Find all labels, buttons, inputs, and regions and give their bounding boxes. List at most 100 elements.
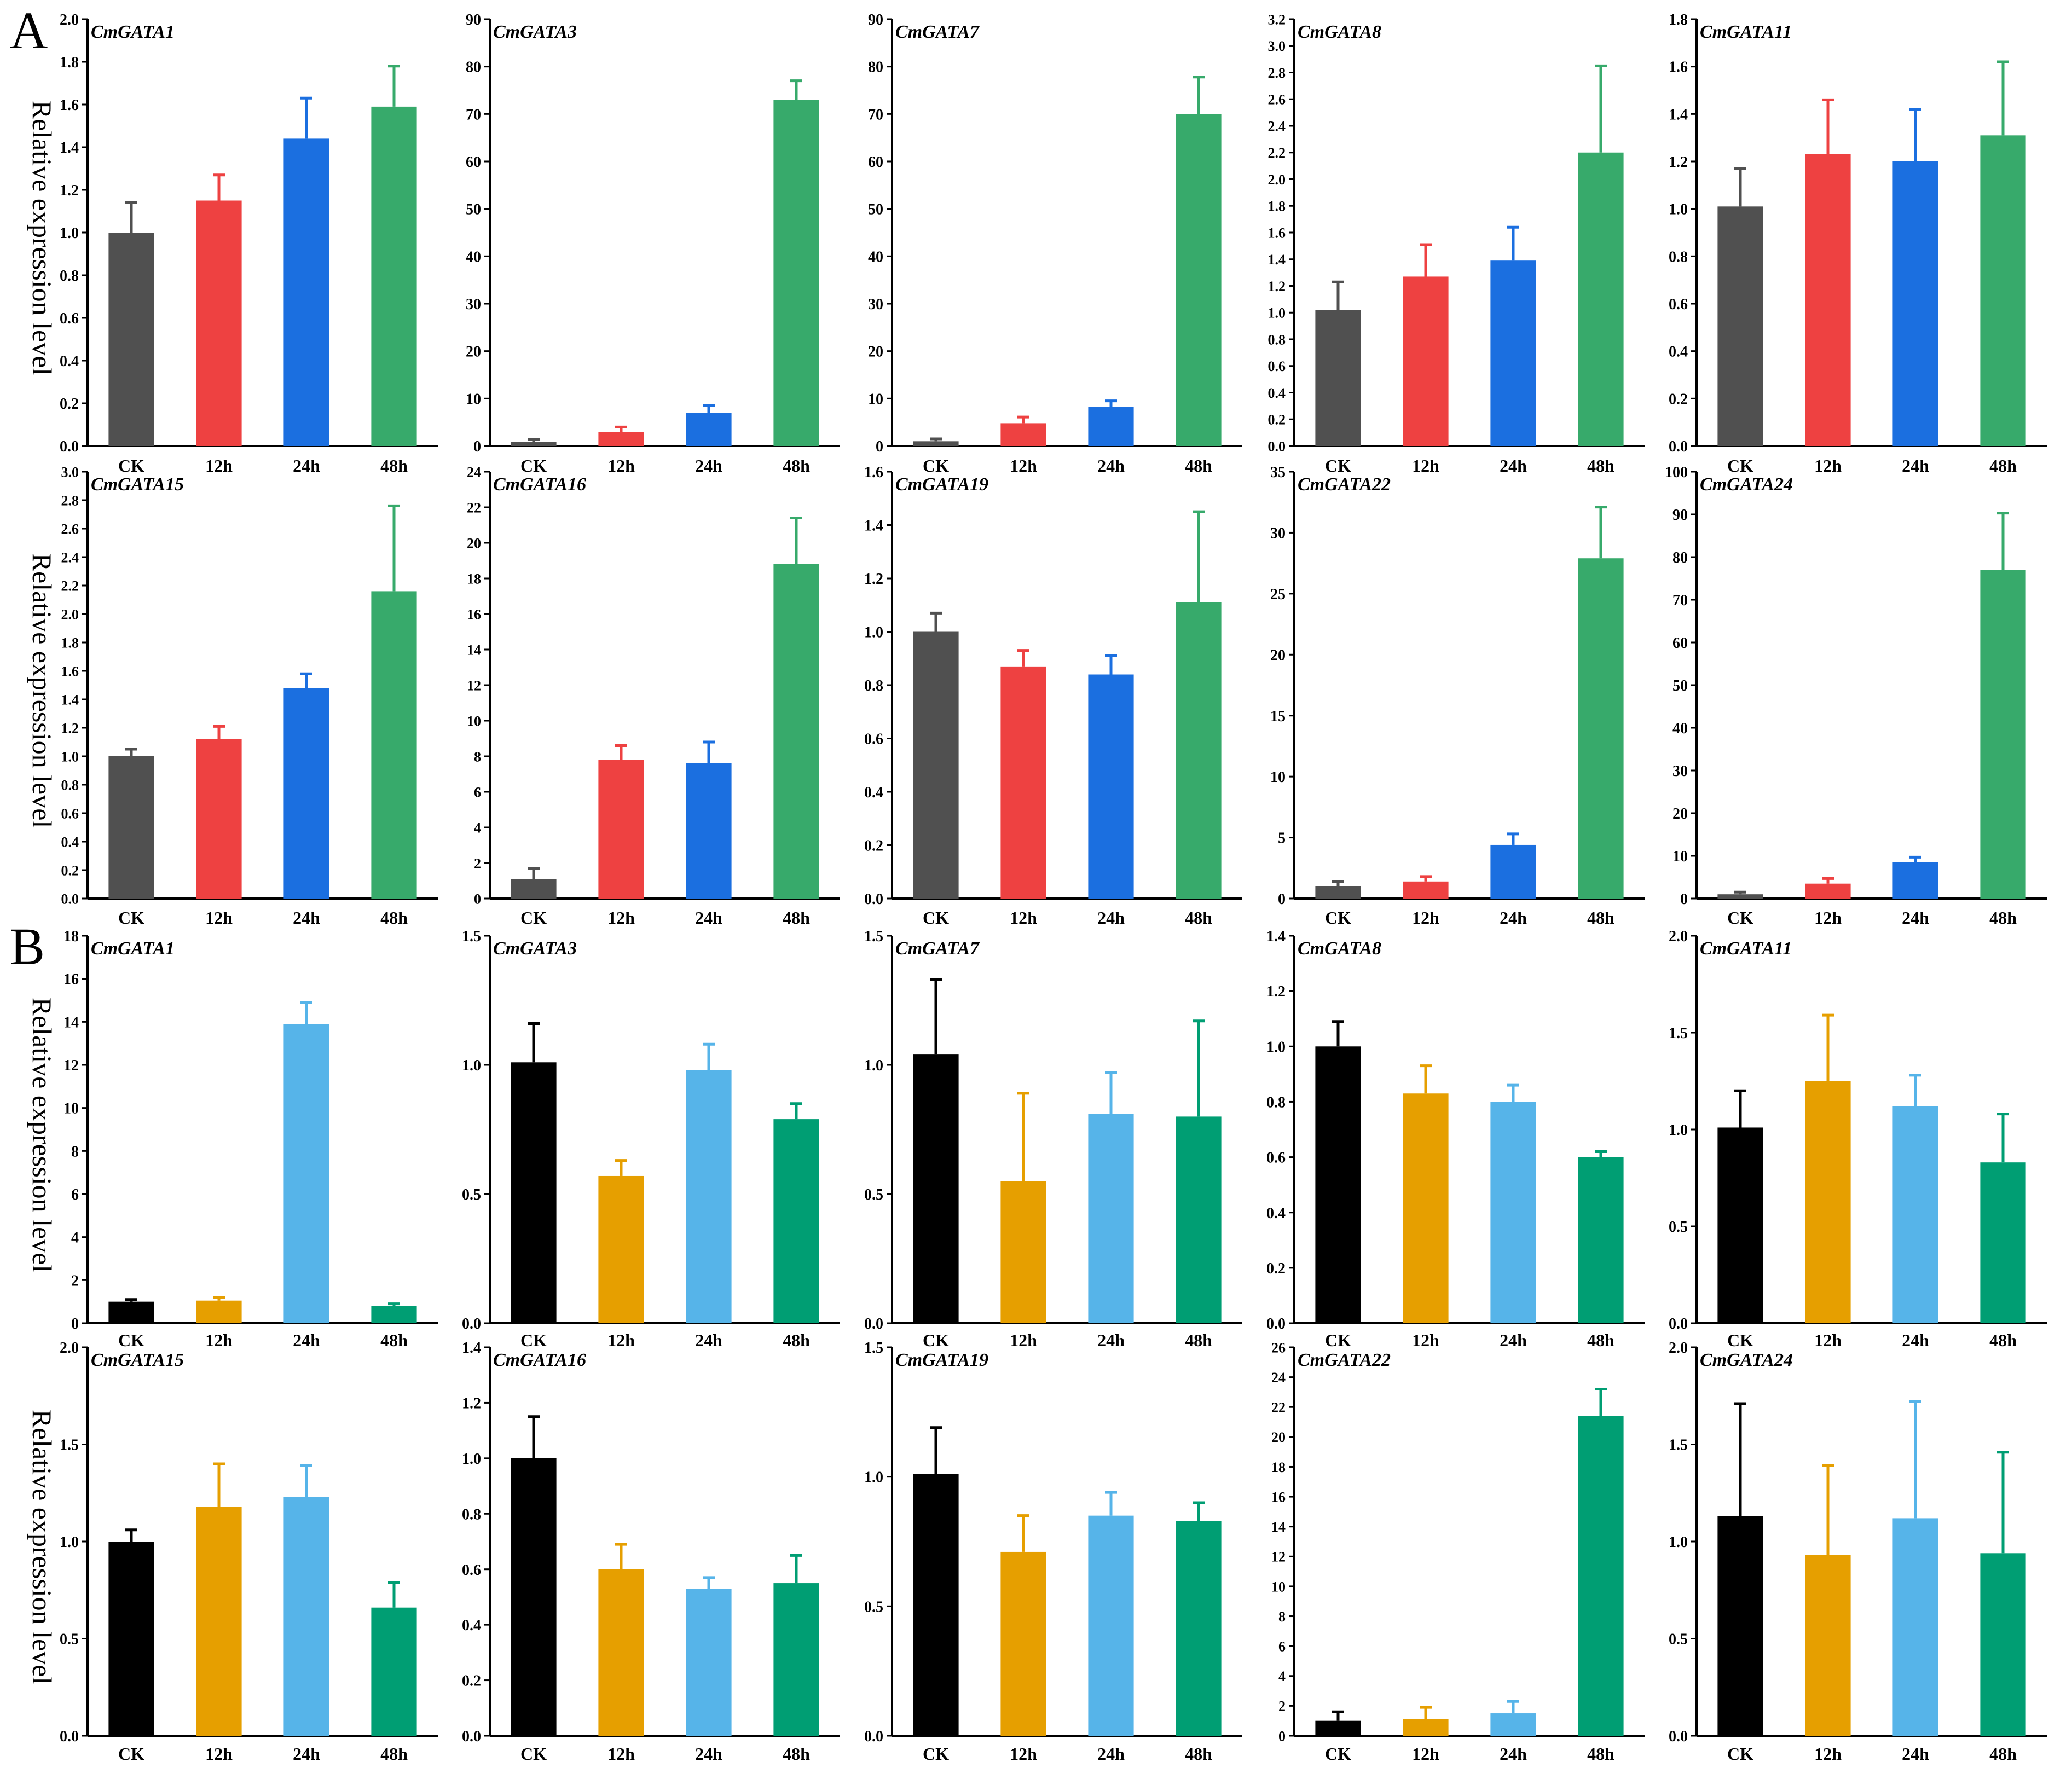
y-tick-label: 1.8 xyxy=(1669,11,1688,28)
chart-14: 0.0 0.2 0.4 0.6 0.8 1.0 1.2 1.4 CmGATA8 CK 12h 24h 4… xyxy=(1266,928,1645,1350)
x-tick-label: 48h xyxy=(1989,456,2017,476)
x-tick-label: 12h xyxy=(607,1744,635,1764)
x-tick-label: 24h xyxy=(293,1744,320,1764)
y-tick-label: 2.4 xyxy=(1268,118,1286,134)
x-tick-label: CK xyxy=(1325,1330,1351,1350)
chart-title: CmGATA15 xyxy=(91,1350,184,1370)
y-tick-label: 1.6 xyxy=(1669,59,1688,76)
bar-12h xyxy=(1805,1081,1851,1323)
y-tick-label: 1.6 xyxy=(864,464,883,481)
x-tick-label: 12h xyxy=(1010,456,1037,476)
chart-10: 0 10 20 30 40 50 60 70 80 90 100 CmGATA24 CK 12h 24h 48… xyxy=(1665,464,2047,928)
bar-ck xyxy=(511,879,557,899)
x-tick-label: 24h xyxy=(1097,1744,1125,1764)
chart-title: CmGATA19 xyxy=(895,474,988,495)
bar-48h xyxy=(1176,114,1222,447)
x-tick-label: CK xyxy=(118,1330,144,1350)
y-tick-label: 60 xyxy=(868,154,883,171)
y-tick-label: 1.0 xyxy=(60,225,79,242)
y-tick-label: 90 xyxy=(868,11,883,28)
x-tick-label: 48h xyxy=(1185,456,1212,476)
y-tick-label: 0.0 xyxy=(462,1728,481,1745)
chart-title: CmGATA3 xyxy=(493,938,577,959)
y-tick-label: 0.2 xyxy=(1669,391,1688,408)
y-tick-label: 40 xyxy=(1672,720,1688,737)
y-tick-label: 0 xyxy=(876,438,883,455)
y-tick-label: 12 xyxy=(63,1057,79,1074)
y-tick-label: 0.6 xyxy=(60,310,79,327)
chart-18: 0.0 0.5 1.0 1.5 CmGATA19 CK 12h 24h 48h xyxy=(864,1340,1242,1764)
x-tick-label: 24h xyxy=(1500,1330,1527,1350)
y-tick-label: 90 xyxy=(1672,507,1688,524)
y-tick-label: 20 xyxy=(1672,806,1688,822)
chart-title: CmGATA15 xyxy=(91,474,184,495)
y-tick-label: 1.8 xyxy=(61,635,79,651)
y-tick-label: 0.6 xyxy=(1669,296,1688,313)
y-tick-label: 0.2 xyxy=(462,1673,481,1690)
y-tick-label: 1.5 xyxy=(1669,1025,1688,1042)
y-tick-label: 2.6 xyxy=(61,521,79,537)
bar-24h xyxy=(1892,862,1938,899)
x-tick-label: 48h xyxy=(1989,1744,2017,1764)
x-tick-label: 48h xyxy=(380,1744,408,1764)
y-tick-label: 80 xyxy=(466,59,481,76)
bar-24h xyxy=(1892,1106,1938,1323)
bar-24h xyxy=(283,688,329,899)
bar-48h xyxy=(371,591,417,899)
chart-17: 0.0 0.2 0.4 0.6 0.8 1.0 1.2 1.4 CmGATA16 CK 12h 24h… xyxy=(462,1340,840,1764)
chart-1: 0.0 0.2 0.4 0.6 0.8 1.0 1.2 1.4 1.6 1.8 2.0 CmGATA1… xyxy=(60,11,438,476)
y-tick-label: 2.2 xyxy=(61,578,79,594)
x-tick-label: 24h xyxy=(695,1330,722,1350)
y-tick-label: 1.4 xyxy=(864,518,883,535)
x-tick-label: CK xyxy=(1325,1744,1351,1764)
chart-16: 0.0 0.5 1.0 1.5 2.0 CmGATA15 CK 12h 24h 48h xyxy=(60,1340,438,1764)
x-tick-label: 48h xyxy=(1587,1330,1614,1350)
x-tick-label: 48h xyxy=(783,456,810,476)
y-tick-label: 4 xyxy=(1278,1668,1286,1684)
y-tick-label: 0 xyxy=(1680,891,1688,908)
y-tick-label: 6 xyxy=(474,784,481,800)
bar-48h xyxy=(773,564,819,899)
bar-ck xyxy=(511,1458,557,1736)
x-tick-label: 12h xyxy=(205,1744,233,1764)
chart-title: CmGATA11 xyxy=(1700,22,1792,42)
y-tick-label: 1.0 xyxy=(1268,305,1286,321)
x-tick-label: 12h xyxy=(1814,1744,1842,1764)
y-tick-label: 0.8 xyxy=(61,777,79,793)
y-tick-label: 2.4 xyxy=(61,549,79,565)
y-tick-label: 0.0 xyxy=(864,1728,883,1745)
x-tick-label: 48h xyxy=(380,908,408,928)
y-tick-label: 0.0 xyxy=(60,1728,79,1745)
y-tick-label: 1.2 xyxy=(1669,154,1688,171)
y-tick-label: 1.0 xyxy=(61,749,79,764)
y-tick-label: 1.4 xyxy=(1266,928,1286,945)
y-tick-label: 100 xyxy=(1665,464,1688,481)
bar-24h xyxy=(1088,407,1134,446)
bar-ck xyxy=(1315,310,1361,446)
x-tick-label: 48h xyxy=(1185,1330,1212,1350)
x-tick-label: 24h xyxy=(695,456,722,476)
y-tick-label: 70 xyxy=(1672,592,1688,609)
y-tick-label: 0.5 xyxy=(864,1186,883,1203)
y-tick-label: 1.4 xyxy=(1268,252,1286,268)
bar-ck xyxy=(913,631,959,899)
chart-6: 0.0 0.2 0.4 0.6 0.8 1.0 1.2 1.4 1.6 1.8 2.0 2.2 2.4 2… xyxy=(61,464,438,928)
y-tick-label: 2.0 xyxy=(1669,928,1688,945)
x-tick-label: 48h xyxy=(1185,1744,1212,1764)
chart-title: CmGATA7 xyxy=(895,938,980,959)
bar-48h xyxy=(1176,1116,1222,1323)
y-tick-label: 10 xyxy=(63,1100,79,1117)
y-tick-label: 1.5 xyxy=(1669,1437,1688,1454)
bar-ck xyxy=(1315,1046,1361,1323)
y-tick-label: 12 xyxy=(467,677,481,693)
y-tick-label: 70 xyxy=(868,106,883,123)
bar-ck xyxy=(1315,1720,1361,1736)
y-tick-label: 12 xyxy=(1271,1549,1286,1565)
y-tick-label: 1.2 xyxy=(61,720,79,736)
x-tick-label: CK xyxy=(1727,908,1753,928)
panel-a-letter: A xyxy=(10,1,48,60)
bar-12h xyxy=(1403,1093,1449,1323)
y-tick-label: 0.6 xyxy=(462,1562,481,1579)
x-tick-label: CK xyxy=(923,1330,949,1350)
y-tick-label: 0 xyxy=(474,891,481,907)
